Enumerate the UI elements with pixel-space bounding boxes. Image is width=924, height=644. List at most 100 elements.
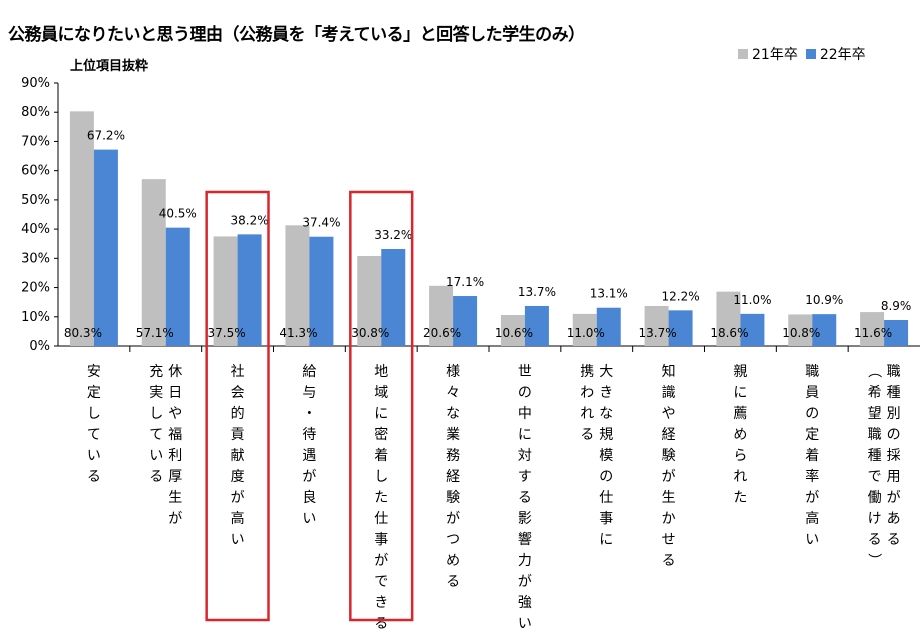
category-label-char: 高 [805, 510, 819, 527]
category-label-char: や [168, 406, 182, 422]
category-label-char: な [446, 406, 460, 422]
category-label-char: 職 [887, 364, 901, 380]
category-label-char: 度 [231, 469, 245, 485]
category-label-char: 会 [231, 385, 245, 401]
category-label-char: す [518, 469, 532, 485]
data-label-22: 13.7% [518, 285, 556, 299]
bar-22 [453, 296, 478, 346]
category-label-char: に [518, 427, 532, 443]
category-label-char: で [374, 574, 388, 590]
category-label-char: 影 [518, 511, 532, 527]
category-label-char: め [446, 553, 460, 569]
category-label-char: 献 [231, 448, 245, 464]
category-label-char: 務 [446, 448, 460, 464]
category-label-char: る [446, 574, 460, 590]
category-label-char: る [662, 553, 676, 569]
bar-21 [213, 236, 238, 346]
category-label-char: 経 [662, 427, 676, 443]
category-label-char: 実 [149, 385, 163, 401]
legend-label-21: 21年卒 [752, 47, 798, 63]
category-label-char: め [733, 427, 747, 443]
category-label-char: 定 [805, 427, 819, 443]
category-label-char: 待 [302, 427, 316, 443]
category-label-char: い [518, 616, 532, 632]
y-tick-label: 80% [21, 105, 50, 120]
data-label-21: 10.6% [495, 326, 533, 340]
chart-subtitle: 上位項目抜粋 [70, 59, 149, 74]
category-label-char: 良 [302, 490, 316, 506]
data-label-21: 30.8% [351, 326, 389, 340]
data-label-21: 80.3% [64, 326, 102, 340]
y-tick-label: 70% [21, 134, 50, 149]
category-label-char: 率 [805, 468, 819, 485]
category-label-char: 薦 [733, 406, 747, 422]
category-label-char: 望 [868, 406, 882, 422]
y-tick-label: 0% [29, 339, 50, 354]
category-label-char: 密 [374, 426, 388, 443]
bar-22 [668, 310, 693, 346]
bar-22 [165, 227, 190, 346]
category-label-char: 用 [887, 469, 901, 485]
category-label-char: の [518, 385, 532, 401]
category-label-char: 中 [518, 406, 532, 422]
data-label-22: 67.2% [87, 129, 125, 143]
bar-21 [429, 285, 454, 346]
category-label-char: の [599, 469, 613, 485]
category-label-char: た [374, 490, 388, 506]
y-tick-label: 50% [21, 193, 50, 208]
category-label-char: や [662, 406, 676, 422]
category-label-char: 採 [887, 448, 901, 464]
category-label-char: 事 [374, 532, 388, 548]
category-label-char: 親 [733, 364, 747, 380]
category-label-char: 験 [446, 490, 460, 506]
bar-21 [69, 111, 94, 347]
category-label-char: 響 [518, 531, 532, 548]
category-label-char: あ [887, 511, 901, 527]
category-label-char: が [168, 511, 182, 527]
category-label-char: で [868, 469, 882, 485]
category-label-char: 験 [662, 448, 676, 464]
category-label-char: が [805, 490, 819, 506]
category-label-char: 働 [868, 490, 882, 506]
category-label-char: 知 [662, 363, 676, 380]
category-label-char: 利 [168, 448, 182, 464]
y-tick-label: 60% [21, 164, 50, 179]
category-label-char: の [887, 427, 901, 443]
category-label-char: る [87, 469, 101, 485]
category-label-char: つ [446, 532, 460, 548]
category-label-char: 々 [446, 385, 460, 401]
category-label-char: 福 [168, 427, 182, 443]
category-label-char: 充 [149, 364, 163, 380]
category-label-char: 力 [518, 553, 532, 569]
data-label-21: 11.0% [567, 326, 605, 340]
category-label-char: ） [866, 553, 882, 567]
category-label-char: る [580, 427, 594, 443]
y-tick-label: 90% [21, 76, 50, 91]
category-label-char: 生 [168, 490, 182, 506]
data-label-21: 10.8% [782, 326, 820, 340]
category-label-char: 与 [302, 385, 316, 401]
category-label-char: 遇 [302, 448, 316, 464]
bar-22 [812, 314, 837, 346]
category-label-char: 社 [231, 364, 245, 380]
legend-item-21: 21年卒 [738, 44, 798, 64]
category-label-char: 世 [518, 364, 532, 380]
category-label-char: 定 [87, 385, 101, 401]
data-label-22: 17.1% [446, 275, 484, 289]
category-label-char: 種 [868, 448, 882, 464]
bar-21 [644, 305, 669, 346]
data-label-22: 37.4% [302, 216, 340, 230]
chart-legend: 21年卒 22年卒 [738, 44, 866, 64]
category-label-char: る [868, 532, 882, 548]
category-label-char: し [149, 406, 163, 422]
category-label-char: 携 [580, 364, 594, 380]
category-label-char: た [733, 490, 747, 506]
legend-label-22: 22年卒 [819, 47, 866, 63]
category-label-char: の [805, 406, 819, 422]
category-label-char: し [374, 469, 388, 485]
category-label-char: る [374, 616, 388, 632]
data-label-21: 37.5% [208, 326, 246, 340]
category-label-char: き [374, 595, 388, 611]
category-label-char: 大 [599, 364, 613, 380]
